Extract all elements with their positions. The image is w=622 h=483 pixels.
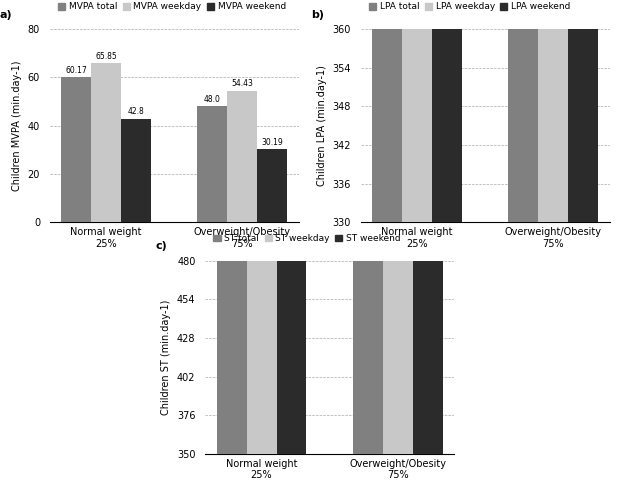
Bar (569, 0, 598, 222)
Bar (216, 0, 246, 454)
Bar (258, 149, 287, 222)
Legend: MVPA total, MVPA weekday, MVPA weekend: MVPA total, MVPA weekday, MVPA weekend (54, 0, 290, 15)
Bar (383, 0, 413, 454)
Bar (353, 0, 383, 454)
Bar (538, 0, 569, 222)
Text: c): c) (156, 242, 167, 252)
Bar (432, 0, 462, 222)
Bar (197, 106, 227, 222)
Text: b): b) (311, 10, 324, 20)
Y-axis label: Children MVPA (min.day-1): Children MVPA (min.day-1) (12, 60, 22, 191)
Legend: ST total, ST weekday, ST weekend: ST total, ST weekday, ST weekend (210, 230, 404, 247)
Bar (61, 77, 91, 222)
Bar (121, 119, 151, 222)
Bar (246, 0, 277, 454)
Legend: LPA total, LPA weekday, LPA weekend: LPA total, LPA weekday, LPA weekend (365, 0, 574, 15)
Y-axis label: Children LPA (min.day-1): Children LPA (min.day-1) (317, 65, 327, 186)
Text: 42.8: 42.8 (128, 108, 144, 116)
Bar (372, 0, 402, 222)
Text: a): a) (0, 10, 12, 20)
Bar (91, 63, 121, 222)
Text: 65.85: 65.85 (95, 52, 117, 61)
Bar (277, 0, 307, 454)
Bar (402, 0, 432, 222)
Y-axis label: Children ST (min.day-1): Children ST (min.day-1) (162, 300, 172, 415)
Text: 60.17: 60.17 (65, 66, 87, 74)
Bar (227, 91, 258, 222)
Bar (508, 0, 538, 222)
Text: 54.43: 54.43 (231, 79, 253, 88)
Bar (413, 0, 443, 454)
Text: 30.19: 30.19 (261, 138, 283, 147)
Text: 48.0: 48.0 (204, 95, 221, 104)
